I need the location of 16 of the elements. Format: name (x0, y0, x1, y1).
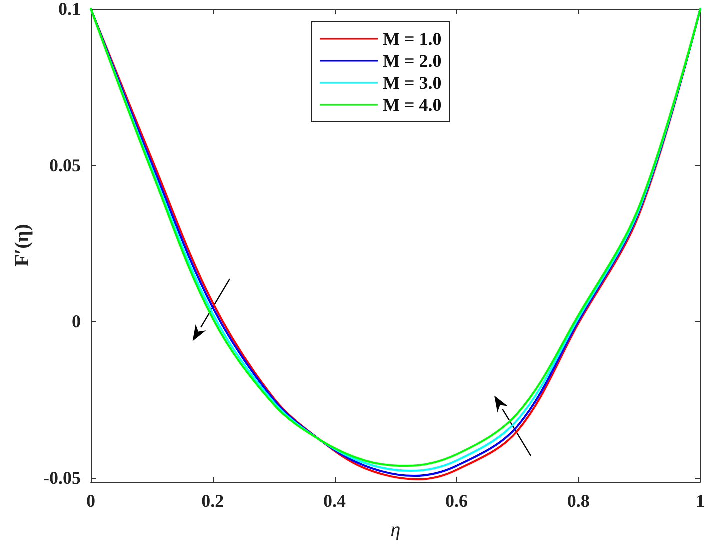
y-axis-title: F′(η) (12, 224, 34, 267)
x-axis-title: η (390, 519, 401, 541)
y-tick-label: 0 (72, 312, 81, 332)
legend-label: M = 1.0 (383, 29, 442, 49)
x-tick-label: 0.8 (567, 491, 590, 511)
y-tick-label: 0.05 (50, 155, 81, 176)
x-tick-label: 1 (696, 491, 705, 511)
x-tick-label: 0.2 (202, 491, 224, 511)
legend-label: M = 3.0 (383, 73, 442, 93)
legend-label: M = 2.0 (383, 51, 442, 71)
y-tick-label: 0.1 (58, 0, 81, 19)
x-tick-label: 0 (86, 491, 96, 511)
x-tick-label: 0.6 (445, 491, 468, 511)
x-tick-label: 0.4 (324, 491, 346, 511)
legend-label: M = 4.0 (383, 95, 442, 115)
y-tick-label: -0.05 (44, 468, 81, 488)
